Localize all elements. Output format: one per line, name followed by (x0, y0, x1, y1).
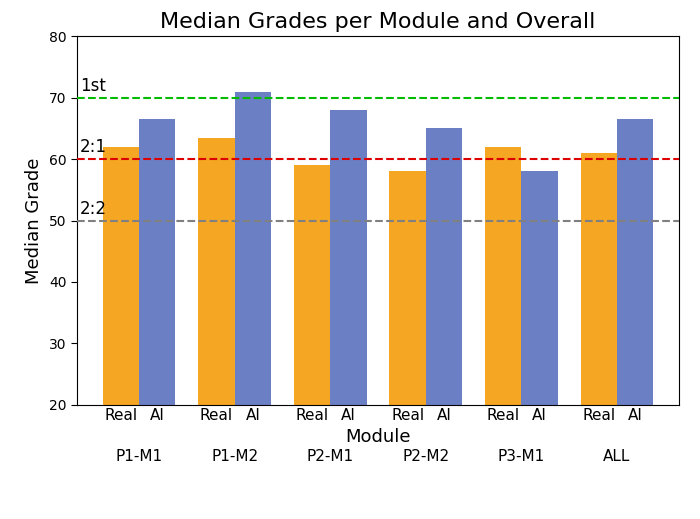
Bar (139, 119, 176, 519)
Bar (330, 110, 367, 519)
Bar (198, 138, 235, 519)
Bar (485, 147, 522, 519)
Text: P3-M1: P3-M1 (498, 449, 545, 465)
Text: P1-M2: P1-M2 (211, 449, 258, 465)
Bar (234, 92, 271, 519)
Text: P2-M2: P2-M2 (402, 449, 449, 465)
Bar (389, 171, 426, 519)
Text: ALL: ALL (603, 449, 631, 465)
Text: 2:2: 2:2 (80, 199, 107, 217)
Bar (294, 166, 330, 519)
Y-axis label: Median Grade: Median Grade (25, 157, 43, 284)
Bar (426, 128, 462, 519)
Text: 1st: 1st (80, 77, 106, 94)
Bar (522, 171, 558, 519)
X-axis label: Module: Module (345, 428, 411, 446)
Bar (580, 153, 617, 519)
Title: Median Grades per Module and Overall: Median Grades per Module and Overall (160, 12, 596, 32)
Text: P1-M1: P1-M1 (116, 449, 162, 465)
Text: 2:1: 2:1 (80, 138, 107, 156)
Bar (617, 119, 653, 519)
Text: P2-M1: P2-M1 (307, 449, 354, 465)
Bar (103, 147, 139, 519)
